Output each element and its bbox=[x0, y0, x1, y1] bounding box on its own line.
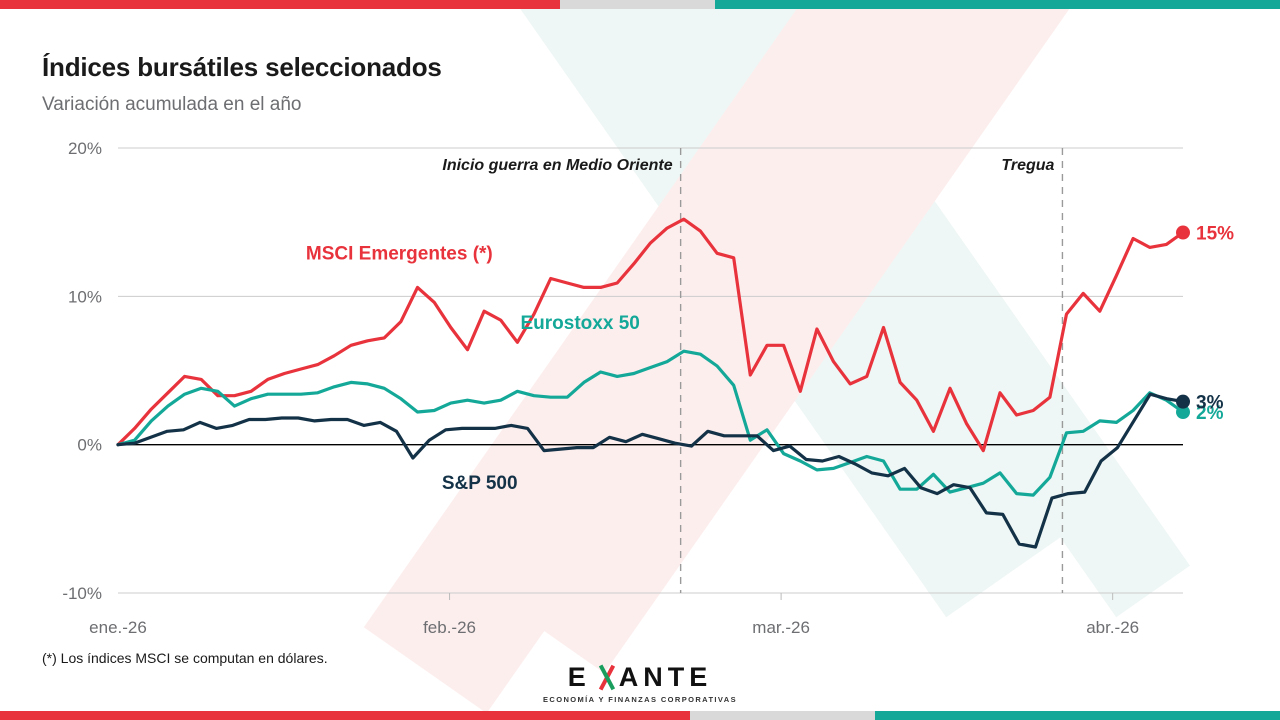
accent-bar-segment-red bbox=[0, 0, 560, 9]
series-name-label: MSCI Emergentes (*) bbox=[306, 243, 493, 264]
annotation-label: Tregua bbox=[1001, 157, 1054, 174]
x-tick-label: feb.-26 bbox=[423, 618, 476, 637]
series-end-marker bbox=[1176, 394, 1190, 409]
x-tick-label: mar.-26 bbox=[752, 618, 810, 637]
accent-bar-segment-gray bbox=[560, 0, 715, 9]
accent-bar-segment-red bbox=[0, 711, 690, 720]
logo-x-icon bbox=[592, 664, 618, 691]
line-chart-svg: 20% 10% 0% -10% ene.-26 feb.-26 mar.-26 abr.-26… bbox=[62, 139, 1234, 637]
bottom-accent-bar bbox=[0, 711, 1280, 720]
logo-tagline: ECONOMÍA Y FINANZAS CORPORATIVAS bbox=[543, 695, 737, 704]
y-tick-label: 20% bbox=[68, 139, 102, 158]
series-line-msci-emergentes bbox=[116, 217, 1185, 453]
series-end-label: 3% bbox=[1196, 393, 1224, 414]
y-tick-label: 0% bbox=[77, 436, 102, 455]
x-tick-label: abr.-26 bbox=[1086, 618, 1139, 637]
accent-bar-segment-teal bbox=[715, 0, 1280, 9]
top-accent-bar bbox=[0, 0, 1280, 9]
series-end-marker bbox=[1176, 405, 1190, 420]
accent-bar-segment-teal bbox=[875, 711, 1280, 720]
page-title: Índices bursátiles seleccionados bbox=[42, 52, 442, 82]
series-name-label: Eurostoxx 50 bbox=[521, 313, 640, 334]
series-line-eurostoxx-50 bbox=[116, 349, 1185, 497]
accent-bar-segment-gray bbox=[690, 711, 875, 720]
series-line-s-p-500 bbox=[116, 392, 1185, 549]
logo-letters-ante: ANTE bbox=[618, 662, 713, 692]
chart-footnote: (*) Los índices MSCI se computan en dóla… bbox=[42, 650, 328, 666]
logo-letter-e: E bbox=[567, 662, 591, 692]
series-end-marker bbox=[1176, 225, 1190, 240]
x-tick-label: ene.-26 bbox=[89, 618, 147, 637]
y-tick-label: 10% bbox=[68, 287, 102, 306]
page-subtitle: Variación acumulada en el año bbox=[42, 94, 302, 115]
y-tick-label: -10% bbox=[62, 584, 102, 603]
series-end-label: 15% bbox=[1196, 224, 1234, 245]
exante-logo: E ANTE ECONOMÍA Y FINANZAS CORPORATIVAS bbox=[0, 664, 1280, 705]
annotation-label: Inicio guerra en Medio Oriente bbox=[442, 157, 672, 174]
series-name-label: S&P 500 bbox=[442, 473, 518, 494]
logo-wordmark: E ANTE bbox=[568, 664, 713, 691]
series-end-label: 2% bbox=[1196, 403, 1224, 424]
